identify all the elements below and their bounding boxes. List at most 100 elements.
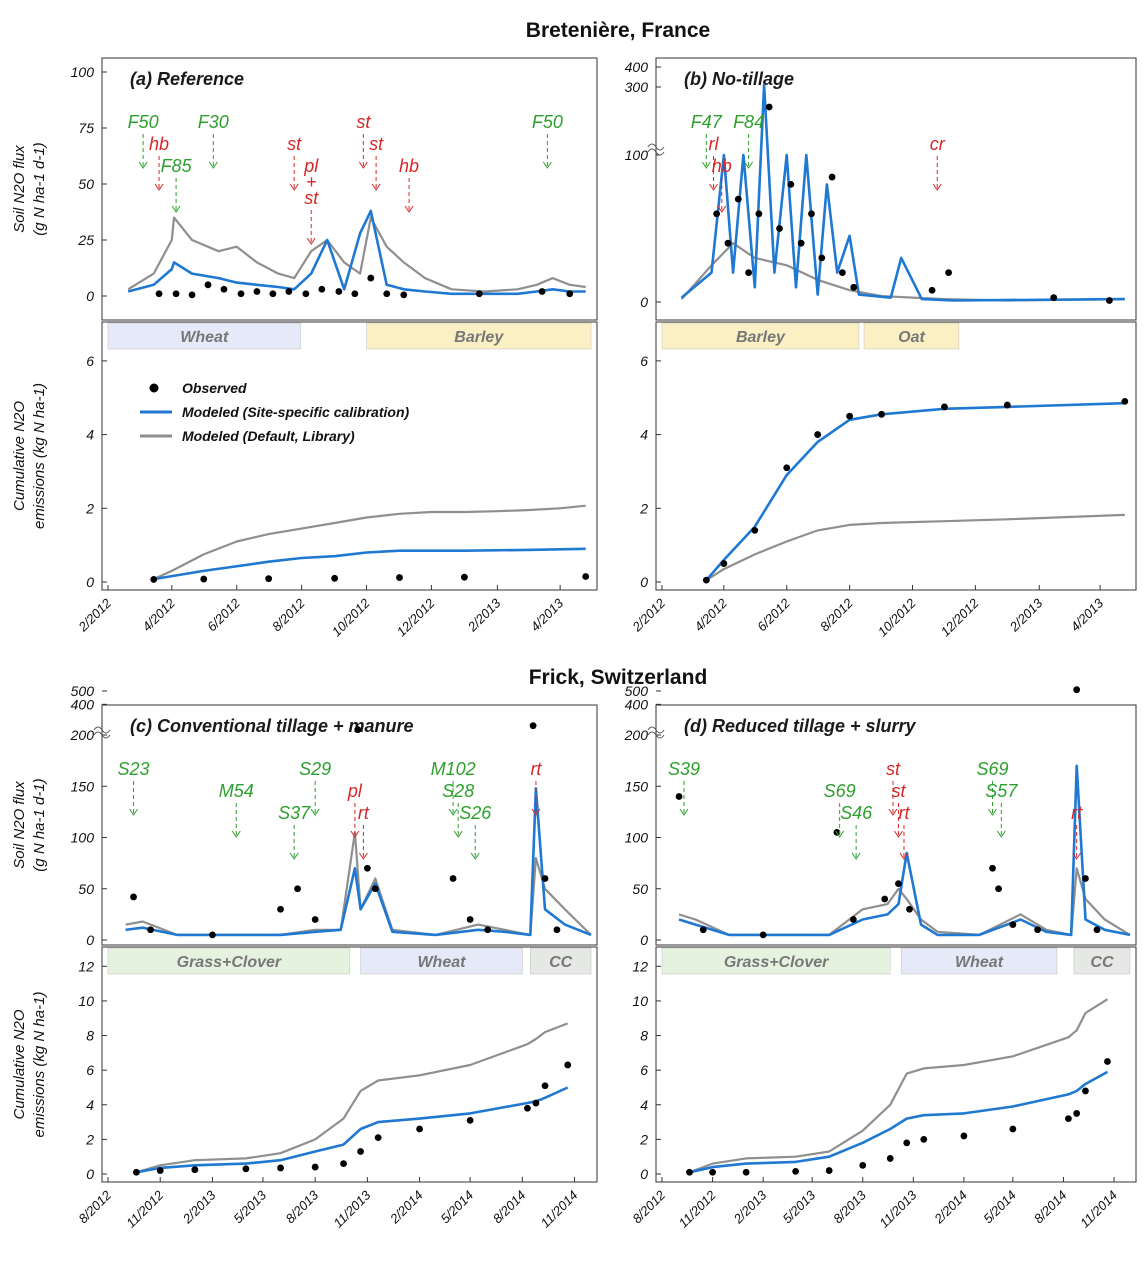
annotation-fertilization: S37 (278, 803, 311, 860)
annotation-arrowhead (350, 830, 360, 838)
crop-bar (366, 322, 592, 350)
annotation-label: M54 (219, 781, 254, 801)
annotation-label: S37 (278, 803, 311, 823)
annotation-label: F85 (161, 156, 193, 176)
crop-bar (661, 947, 891, 975)
y-tick-label: 150 (71, 778, 95, 794)
panel-b_cum: 0 2 4 6 2/2012 4/2012 6/2012 8/2012 10/2012 12/20… (629, 321, 1137, 639)
observed-point (191, 1166, 199, 1174)
y-tick-label: 10 (78, 993, 94, 1009)
annotation-management: hb (712, 156, 732, 213)
panel-title: (d) Reduced tillage + slurry (684, 716, 917, 736)
y-axis-label: emissions (kg N ha-1) (31, 992, 48, 1138)
observed-point (311, 1163, 319, 1171)
observed-point (566, 290, 574, 298)
annotation-management: pl (347, 781, 363, 838)
panel-frame (101, 321, 598, 591)
legend-label-default: Modeled (Default, Library) (182, 428, 355, 444)
observed-point (172, 290, 180, 298)
observed-point (699, 926, 707, 934)
observed-point (354, 726, 362, 734)
y-tick-label: 8 (86, 1028, 94, 1044)
observed-point (881, 895, 889, 903)
annotation-fertilization: M102 (431, 759, 476, 816)
observed-point (396, 574, 403, 581)
observed-point (253, 288, 261, 295)
x-tick-label: 2/2013 (464, 595, 504, 635)
x-tick-label: 2/2013 (179, 1187, 219, 1227)
annotation-management: rl (709, 134, 720, 191)
y-tick-label: 6 (86, 353, 94, 369)
observed-point (808, 210, 815, 218)
y-axis-label: Soil N2O flux (11, 145, 28, 233)
annotation-arrowhead (208, 161, 218, 169)
observed-point (814, 431, 822, 438)
annotation-management: st (886, 759, 901, 816)
annotation-arrowhead (851, 852, 861, 860)
x-tick-label: 4/2013 (1068, 595, 1107, 634)
observed-point (374, 1134, 382, 1142)
observed-point (675, 793, 683, 800)
x-tick-label: 8/2012 (269, 595, 308, 634)
observed-point (147, 926, 154, 934)
annotation-arrowhead (717, 205, 727, 213)
annotation-label: M102 (431, 759, 476, 779)
y-tick-label: 12 (78, 958, 94, 974)
observed-point (449, 875, 457, 882)
annotation-label: S23 (118, 759, 150, 779)
annotation-label: rt (1071, 803, 1083, 823)
x-tick-label: 8/2012 (75, 1187, 114, 1226)
observed-point (220, 285, 228, 293)
crop-label: Barley (736, 329, 786, 346)
x-tick-label: 4/2012 (691, 595, 730, 634)
crop-bar (107, 947, 351, 975)
y-tick-label: 0 (86, 1166, 94, 1182)
observed-point (1009, 1125, 1017, 1133)
observed-point (383, 290, 391, 298)
series-default (689, 998, 1109, 1174)
annotation-label: rt (530, 759, 542, 779)
y-tick-label: 50 (78, 881, 94, 897)
crop-bar (900, 947, 1058, 975)
y-tick-label: 200 (70, 727, 95, 743)
x-tick-label: 11/2014 (1077, 1188, 1120, 1231)
observed-point (541, 1082, 549, 1090)
crop-bar (863, 322, 960, 350)
x-tick-label: 12/2012 (394, 595, 438, 639)
annotation-fertilization: S39 (668, 759, 700, 816)
annotation-label: S57 (985, 781, 1018, 801)
annotation-arrowhead (542, 161, 552, 169)
observed-point (720, 560, 728, 567)
observed-point (285, 288, 293, 295)
annotation-label: S26 (459, 803, 492, 823)
x-tick-label: 11/2012 (676, 1187, 720, 1231)
annotation-label: S46 (840, 803, 873, 823)
x-tick-label: 5/2013 (230, 1187, 269, 1226)
x-tick-label: 11/2013 (876, 1187, 920, 1231)
observed-point (242, 1165, 250, 1173)
annotation-fertilization: M54 (219, 781, 254, 838)
y-tick-label: 12 (632, 958, 648, 974)
annotation-fertilization: F30 (198, 112, 229, 169)
observed-point (713, 210, 721, 218)
panel-frame (655, 704, 1137, 946)
annotation-management: hb (399, 156, 419, 213)
observed-point (311, 916, 319, 923)
y-axis-label: emissions (kg N ha-1) (31, 383, 48, 529)
annotation-label: S28 (442, 781, 474, 801)
crop-bar (1073, 947, 1131, 975)
crop-bar (360, 947, 523, 975)
observed-point (294, 885, 301, 893)
observed-point (945, 269, 952, 276)
y-tick-label: 400 (625, 696, 649, 712)
observed-point (1082, 875, 1089, 882)
axis-break-mark (93, 726, 111, 739)
annotation-arrowhead (744, 161, 754, 169)
annotation-arrowhead (289, 852, 299, 860)
y-tick-label: 2 (639, 500, 648, 516)
observed-point (724, 239, 732, 247)
observed-point (188, 291, 196, 299)
series-site_specific (127, 209, 586, 296)
y-tick-label: 6 (640, 353, 648, 369)
x-tick-label: 11/2013 (330, 1187, 374, 1231)
